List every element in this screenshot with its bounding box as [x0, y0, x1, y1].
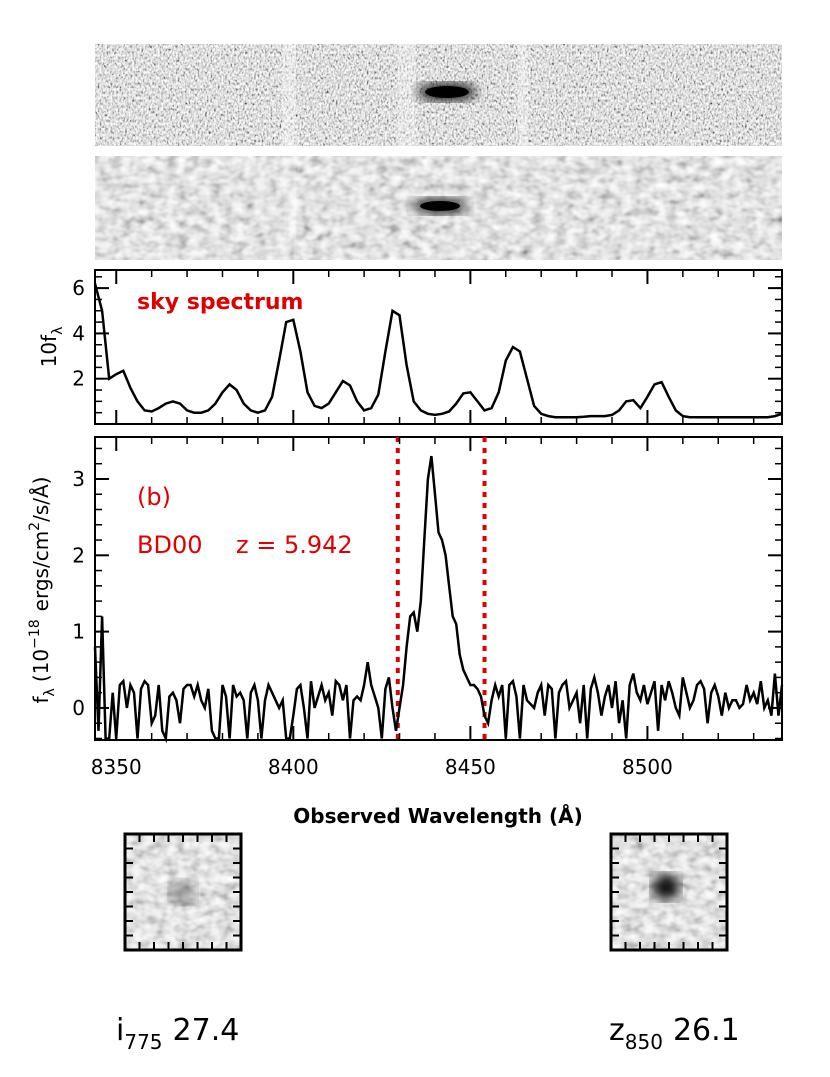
2d-spectrum-smoothed [95, 156, 782, 260]
y-tick-label: 1 [72, 620, 85, 644]
band-z-label: z850 26.1 [609, 1013, 740, 1054]
x-tick-label: 8350 [91, 755, 142, 779]
y-tick-label: 2 [72, 543, 85, 567]
y-tick-label: 3 [72, 467, 85, 491]
thumbnail-i775: i775 27.4 [116, 832, 243, 1054]
sky-x-ticks [115, 270, 755, 424]
object-y-axis: 0 1 2 3 [72, 447, 782, 740]
y-tick-label: 2 [72, 367, 85, 391]
panel-label-b: (b) [137, 483, 171, 511]
y-tick-label: 6 [72, 276, 85, 300]
y-tick-label: 4 [72, 321, 85, 345]
sky-y-label: 10fλ [37, 327, 66, 368]
x-tick-label: 8450 [445, 755, 496, 779]
sky-y-axis: 2 4 6 [72, 276, 782, 425]
thumbnail-z850: z850 26.1 [609, 832, 740, 1054]
2d-spectrum-raw [95, 44, 782, 146]
object-name: BD00 [137, 531, 202, 559]
sky-annotation: sky spectrum [137, 290, 303, 315]
x-tick-label: 8500 [622, 755, 673, 779]
sky-series-line [93, 283, 783, 419]
sky-spectrum-panel: sky spectrum 2 4 6 10fλ [37, 269, 783, 425]
object-spectrum-panel: (b) BD00 z = 5.942 0 1 2 3 8350 8400 8450 8500… [27, 436, 784, 828]
x-tick-label: 8400 [268, 755, 319, 779]
object-y-label: fλ(10−18ergs/cm2/s/Å) [27, 477, 58, 704]
redshift-label: z = 5.942 [236, 531, 353, 559]
x-axis-label: Observed Wavelength (Å) [293, 804, 582, 828]
y-tick-label: 0 [72, 696, 85, 720]
object-x-axis: 8350 8400 8450 8500 [91, 437, 755, 779]
band-i-label: i775 27.4 [116, 1013, 239, 1054]
line-window-markers [395, 437, 487, 740]
object-series-line [93, 455, 784, 744]
